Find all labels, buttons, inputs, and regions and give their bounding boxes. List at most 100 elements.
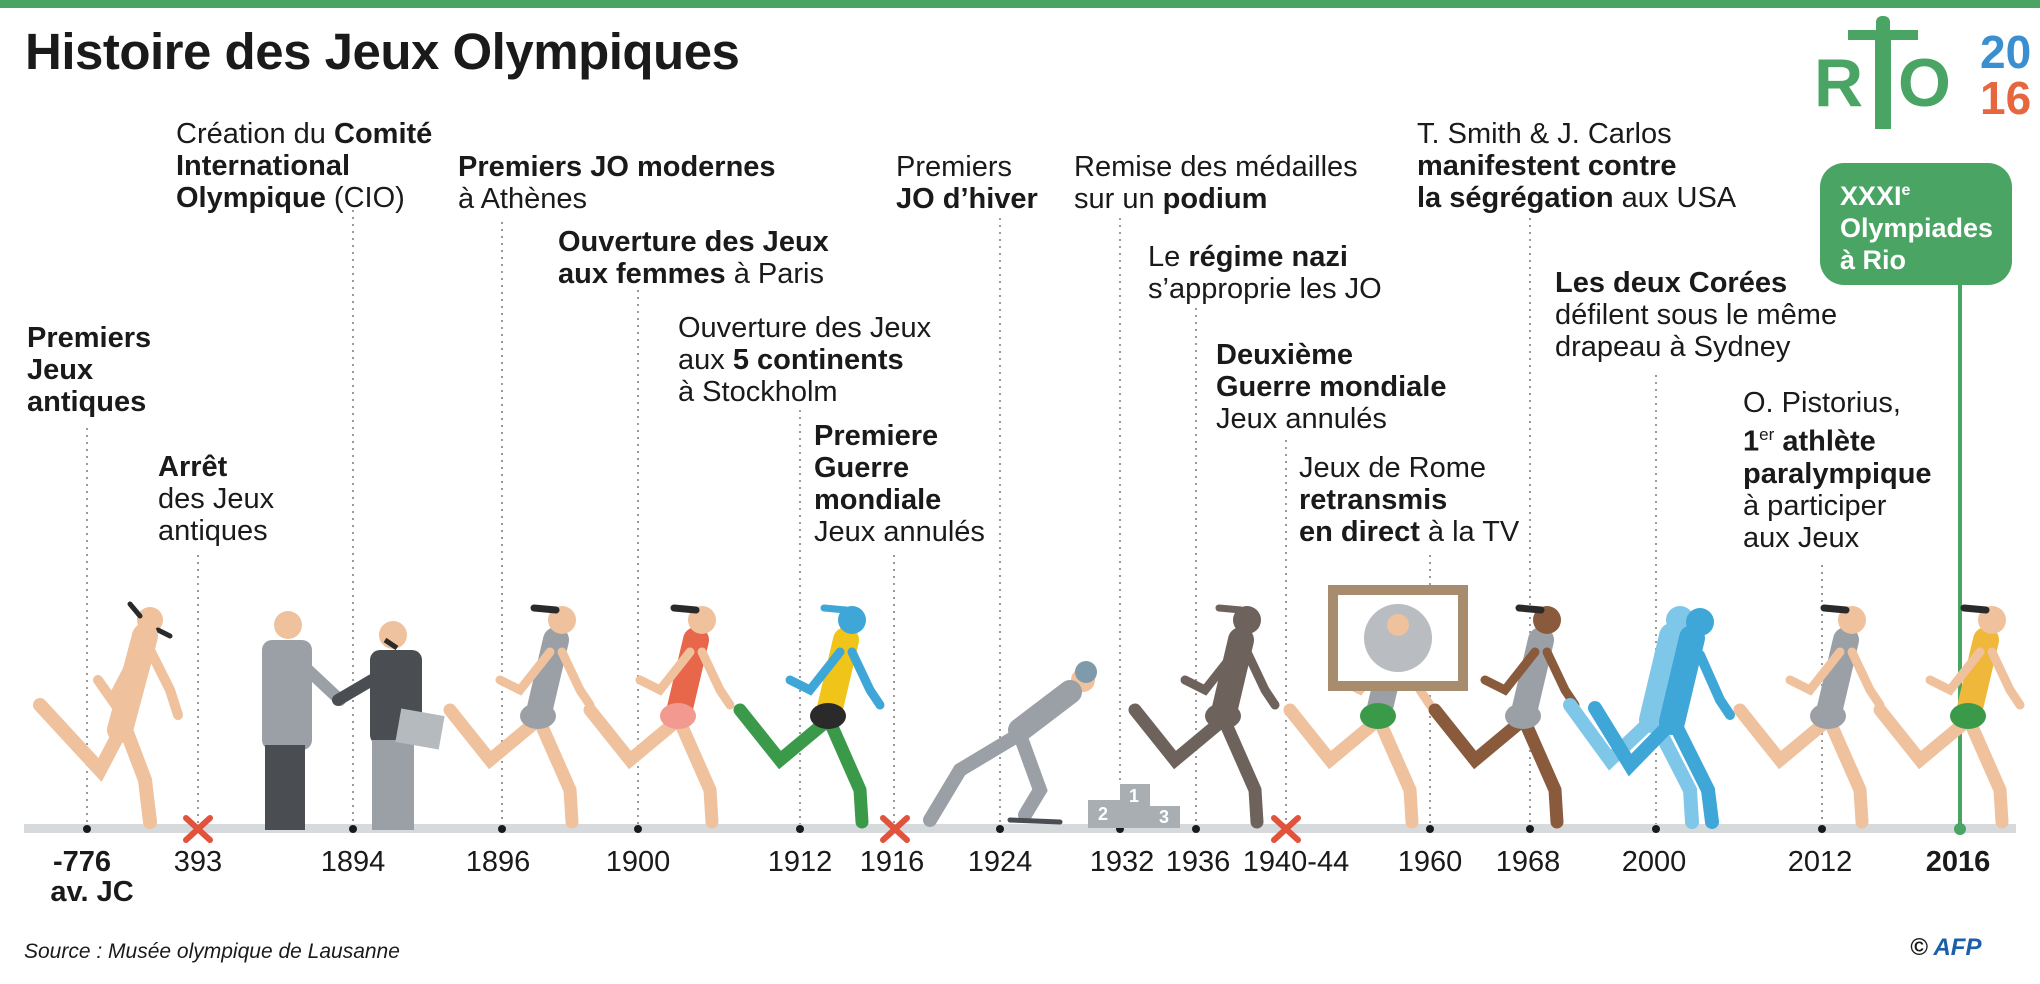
event-text: régime nazi bbox=[1188, 241, 1348, 273]
event-text: er bbox=[1759, 425, 1775, 444]
event-text: Le bbox=[1148, 241, 1189, 273]
event-393: Arrêt des Jeux antiques bbox=[158, 451, 274, 547]
event-text: Olympique bbox=[176, 182, 326, 214]
logo-year-bottom: 16 bbox=[1980, 72, 2031, 124]
event-text: Premiers JO modernes bbox=[458, 151, 776, 183]
year-1896: 1896 bbox=[465, 846, 531, 878]
svg-text:O: O bbox=[1898, 45, 1951, 121]
highlight-line1: XXXI bbox=[1840, 181, 1902, 211]
event-text: paralympique bbox=[1743, 457, 1932, 490]
event-1968: T. Smith & J. Carlos manifestent contre la… bbox=[1417, 118, 1736, 214]
medal-podium-icon: 2 1 3 bbox=[1088, 784, 1180, 828]
timeline-axis bbox=[24, 824, 2016, 833]
event-2012: O. Pistorius, 1er athlète paralympique à pa… bbox=[1743, 387, 1932, 554]
event-2000: Les deux Corées défilent sous le même drap… bbox=[1555, 267, 1837, 363]
cancel-cross-icon bbox=[880, 815, 910, 843]
logo-word: R bbox=[1814, 45, 1863, 121]
event-text: Jeux de Rome bbox=[1299, 452, 1486, 484]
ancient-runner-icon bbox=[33, 601, 183, 829]
event-text: à la TV bbox=[1419, 516, 1520, 548]
rio-2016-dot bbox=[1954, 823, 1966, 835]
runner-1896-icon bbox=[443, 604, 595, 829]
event-text: O. Pistorius, bbox=[1743, 387, 1901, 419]
highlight-sup: e bbox=[1901, 182, 1911, 199]
event-text: Guerre mondiale bbox=[1216, 371, 1447, 403]
highlight-line2: Olympiades bbox=[1840, 213, 1994, 243]
event-text: Premiere bbox=[814, 420, 939, 452]
event-text: Jeux bbox=[27, 354, 94, 386]
runner-1912-five-continents-icon bbox=[733, 604, 885, 829]
event-text: retransmis bbox=[1299, 484, 1448, 516]
afp-logo: AFP bbox=[1933, 934, 1982, 961]
event-1924: Premiers JO d’hiver bbox=[896, 151, 1038, 215]
year-2016: 2016 bbox=[1925, 846, 1991, 878]
event-text: aux USA bbox=[1613, 182, 1737, 214]
cio-founders-icon bbox=[262, 611, 445, 830]
korea-unified-runners-icon bbox=[1563, 606, 1735, 829]
year-1894: 1894 bbox=[320, 846, 386, 878]
runner-1900-woman-icon bbox=[583, 604, 735, 829]
event-text: International bbox=[176, 150, 351, 182]
year-1932: 1932 bbox=[1089, 846, 1155, 878]
event-text: Les deux Corées bbox=[1555, 267, 1788, 299]
event-text: Jeux annulés bbox=[814, 516, 985, 548]
event-1900: Ouverture des Jeux aux femmes à Paris bbox=[558, 226, 829, 290]
event-text: JO d’hiver bbox=[896, 183, 1038, 215]
event-text: Ouverture des Jeux bbox=[558, 226, 829, 258]
year-1912: 1912 bbox=[767, 846, 833, 878]
event-text: Remise des médailles bbox=[1074, 151, 1358, 183]
year-1940-44: 1940-44 bbox=[1242, 846, 1350, 878]
television-icon bbox=[1328, 585, 1468, 691]
runner-1968-icon bbox=[1428, 604, 1580, 829]
year-776-era: av. JC bbox=[50, 876, 134, 908]
year-1900: 1900 bbox=[605, 846, 671, 878]
speed-skater-icon bbox=[923, 661, 1097, 827]
event-text: manifestent contre bbox=[1417, 150, 1677, 182]
event-1916: Premiere Guerre mondiale Jeux annulés bbox=[814, 420, 985, 548]
year-1960: 1960 bbox=[1397, 846, 1463, 878]
runner-2012-pistorius-icon bbox=[1733, 604, 1885, 829]
podium-1: 1 bbox=[1129, 786, 1139, 806]
event-text: sur un bbox=[1074, 183, 1163, 215]
event-text: Guerre bbox=[814, 452, 910, 484]
event-text: Deuxième bbox=[1216, 339, 1354, 371]
year-393: 393 bbox=[173, 846, 223, 878]
event-text: la ségrégation bbox=[1417, 182, 1614, 214]
logo-year-top: 20 bbox=[1980, 26, 2031, 78]
runner-figures bbox=[443, 604, 2025, 829]
event-text: Création du bbox=[176, 118, 334, 150]
event-text: défilent sous le même bbox=[1555, 299, 1838, 331]
rio-2016-logo: R O 20 16 bbox=[1814, 16, 2031, 129]
podium-3: 3 bbox=[1159, 807, 1169, 827]
year-776: -776 bbox=[52, 846, 112, 878]
event-text: à Paris bbox=[725, 258, 824, 290]
source-note: Source : Musée olympique de Lausanne bbox=[24, 940, 400, 963]
event-text: athlète bbox=[1774, 425, 1876, 458]
event-text: à Stockholm bbox=[678, 376, 838, 408]
event-1912: Ouverture des Jeux aux 5 continents à Stoc… bbox=[678, 312, 931, 408]
cancel-markers bbox=[183, 815, 1301, 843]
rio-2016-highlight-box: XXXIe Olympiades à Rio bbox=[1820, 163, 2012, 285]
event-1936: Le régime nazi s’approprie les JO bbox=[1148, 241, 1382, 305]
event-text: aux Jeux bbox=[1743, 521, 1860, 554]
event-text: drapeau à Sydney bbox=[1555, 331, 1791, 363]
event-text: s’approprie les JO bbox=[1148, 273, 1382, 305]
event-text: (CIO) bbox=[325, 182, 405, 214]
event-text: antiques bbox=[158, 515, 268, 547]
event-text: à Athènes bbox=[458, 183, 587, 215]
podium-2: 2 bbox=[1098, 804, 1108, 824]
event-776bc: Premiers Jeux antiques bbox=[27, 322, 151, 418]
cancel-cross-icon bbox=[183, 815, 213, 843]
event-text: Premiers bbox=[896, 151, 1013, 183]
event-text: 1 bbox=[1743, 425, 1760, 458]
event-text: Arrêt bbox=[158, 451, 228, 483]
event-1960: Jeux de Rome retransmis en direct à la TV bbox=[1299, 452, 1519, 548]
year-1916: 1916 bbox=[859, 846, 925, 878]
event-text: Ouverture des Jeux bbox=[678, 312, 932, 344]
year-1968: 1968 bbox=[1495, 846, 1561, 878]
top-accent-bar bbox=[0, 0, 2040, 8]
event-1896: Premiers JO modernes à Athènes bbox=[458, 151, 776, 215]
event-text: mondiale bbox=[814, 484, 942, 516]
event-text: en direct bbox=[1299, 516, 1420, 548]
